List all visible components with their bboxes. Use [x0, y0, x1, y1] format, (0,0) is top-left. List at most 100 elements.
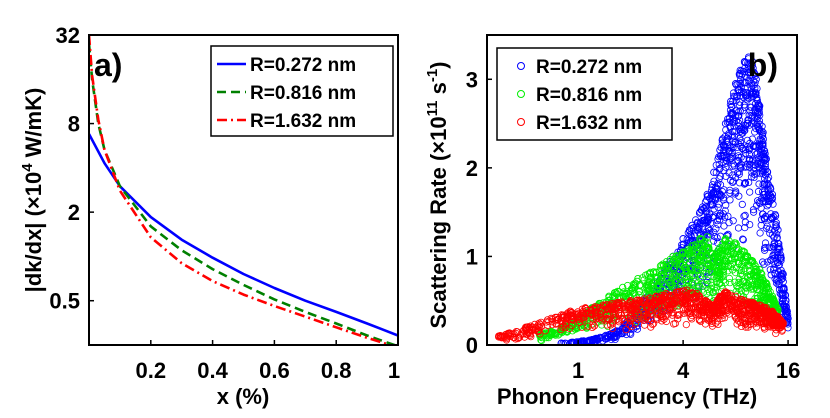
panel-b-point	[646, 268, 655, 277]
panel-b-point	[780, 302, 788, 310]
panel-b-point	[705, 245, 713, 253]
panel-b-legend-box	[496, 47, 673, 141]
panel-b-legend-entry: R=1.632 nm	[536, 113, 642, 134]
panel-b-point	[617, 311, 626, 319]
panel-b-point	[712, 225, 720, 233]
panel-b-point	[715, 212, 723, 220]
panel-b-point	[763, 168, 771, 176]
panel-b-point	[735, 192, 743, 200]
panel-b-point	[708, 281, 716, 289]
panel-b-point	[759, 135, 768, 143]
panel-b-point	[695, 306, 703, 314]
panel-b-point	[689, 279, 697, 287]
panel-b-point	[536, 332, 544, 340]
panel-b-point	[636, 297, 644, 305]
panel-b-point	[676, 259, 684, 267]
panel-b-point	[682, 320, 690, 329]
panel-b-point	[734, 245, 743, 253]
panel-b-ylabel: Scattering Rate (×1011 s-1)	[424, 61, 451, 328]
panel-a-ytick-label: 32	[56, 23, 80, 48]
panel-b-legend-entry: R=0.272 nm	[536, 57, 642, 78]
panel-b-point	[760, 167, 768, 175]
panel-b-point	[756, 266, 764, 274]
panel-b-point	[645, 290, 653, 299]
panel-b-point	[595, 334, 604, 342]
panel-b-point	[757, 269, 765, 277]
panel-b-point	[671, 319, 679, 328]
panel-b-point	[694, 292, 702, 300]
panel-b-point	[780, 286, 788, 294]
panel-b-point	[741, 78, 749, 87]
panel-b-point	[588, 323, 596, 331]
panel-b-point	[718, 136, 726, 144]
panel-b-point	[769, 200, 777, 208]
panel-b-point	[543, 321, 552, 330]
panel-b-point	[736, 66, 744, 75]
panel-b-point	[778, 326, 786, 334]
panel-b-point	[696, 264, 704, 272]
panel-b-point	[557, 311, 566, 319]
panel-b-point	[669, 299, 677, 307]
panel-b-point	[631, 320, 639, 328]
panel-b-point	[724, 212, 732, 220]
panel-b-point	[703, 231, 711, 239]
panel-b-point	[618, 330, 626, 338]
panel-b-point	[627, 285, 635, 293]
panel-b-point	[649, 269, 658, 277]
panel-b-point	[708, 186, 716, 194]
panel-b-point	[685, 236, 693, 244]
panel-b-point	[774, 226, 782, 234]
panel-b-point	[557, 339, 565, 345]
panel-b-point	[717, 265, 725, 273]
panel-b-point	[771, 269, 779, 277]
panel-b-point	[550, 329, 559, 337]
panel-b-xtick-label: 4	[677, 358, 690, 383]
panel-b-point	[756, 127, 764, 136]
panel-b-point	[718, 251, 726, 259]
panel-b-point	[709, 288, 718, 296]
panel-b-legend-marker	[517, 118, 525, 126]
panel-b-point	[745, 94, 753, 103]
panel-b-point	[696, 274, 704, 283]
panel-b-point	[747, 90, 755, 98]
panel-b-point	[626, 321, 634, 329]
panel-b-point	[766, 266, 774, 274]
panel-b-point	[753, 85, 761, 93]
panel-b-point	[724, 248, 732, 256]
panel-b-point	[670, 270, 678, 278]
panel-b-point	[687, 232, 695, 240]
panel-b-point	[741, 179, 749, 188]
panel-b-point	[733, 143, 741, 151]
panel-b-point	[652, 303, 660, 311]
panel-b-point	[657, 274, 666, 282]
panel-b-point	[615, 316, 623, 324]
panel-b-point	[514, 333, 523, 341]
panel-b-point	[655, 297, 664, 305]
panel-b-point	[725, 237, 733, 245]
panel-b-point	[741, 218, 750, 226]
panel-b-point	[603, 310, 611, 319]
panel-b-point	[726, 124, 735, 132]
panel-b-point	[681, 255, 690, 264]
panel-b-point	[704, 223, 712, 232]
panel-b-point	[726, 196, 734, 204]
panel-b-point	[784, 314, 792, 323]
panel-b-point	[584, 309, 592, 317]
panel-b-point	[756, 120, 764, 128]
panel-b-point	[674, 315, 682, 323]
panel-b-point	[722, 289, 730, 297]
panel-b-point	[553, 315, 561, 324]
panel-b-point	[768, 214, 777, 222]
panel-b-point	[628, 315, 636, 323]
panel-b-point	[596, 310, 604, 319]
panel-b-point	[745, 121, 754, 129]
panel-b-point	[721, 236, 730, 245]
panel-b-point	[672, 276, 680, 284]
panel-b-point	[686, 298, 694, 306]
panel-b-point	[762, 224, 771, 232]
panel-b-point	[523, 323, 531, 331]
panel-b-point	[760, 244, 769, 252]
panel-b-point	[588, 310, 596, 318]
panel-a-series-line-1	[89, 133, 398, 337]
